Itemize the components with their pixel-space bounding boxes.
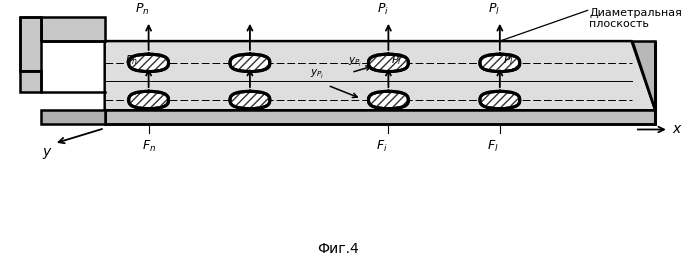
FancyBboxPatch shape	[368, 54, 408, 72]
Text: $P_i$: $P_i$	[391, 53, 402, 67]
Text: $P_n$: $P_n$	[135, 2, 149, 17]
FancyBboxPatch shape	[129, 91, 168, 109]
FancyBboxPatch shape	[230, 91, 270, 109]
Polygon shape	[105, 41, 655, 110]
FancyBboxPatch shape	[368, 91, 408, 109]
FancyBboxPatch shape	[230, 54, 270, 72]
Text: Фиг.4: Фиг.4	[317, 242, 359, 256]
Text: $y_{P_i}$: $y_{P_i}$	[347, 56, 361, 69]
Polygon shape	[20, 70, 41, 92]
Polygon shape	[41, 110, 105, 124]
Text: $P_n$: $P_n$	[125, 53, 138, 67]
Text: $P_l$: $P_l$	[503, 53, 513, 67]
FancyBboxPatch shape	[480, 91, 519, 109]
Text: $P_i$: $P_i$	[377, 2, 389, 17]
FancyBboxPatch shape	[480, 54, 519, 72]
Text: $F_n$: $F_n$	[141, 138, 156, 154]
Text: Диаметральная
плоскость: Диаметральная плоскость	[589, 8, 682, 29]
Polygon shape	[105, 110, 655, 124]
Text: $y$: $y$	[42, 146, 52, 161]
FancyBboxPatch shape	[129, 54, 168, 72]
Text: $x$: $x$	[672, 122, 683, 136]
Polygon shape	[632, 41, 655, 110]
Text: $F_l$: $F_l$	[487, 138, 499, 154]
Polygon shape	[41, 17, 105, 41]
Text: $F_i$: $F_i$	[376, 138, 387, 154]
Text: $P_l$: $P_l$	[489, 2, 500, 17]
Text: $y_{P_l}$: $y_{P_l}$	[310, 68, 324, 81]
Polygon shape	[20, 17, 41, 70]
